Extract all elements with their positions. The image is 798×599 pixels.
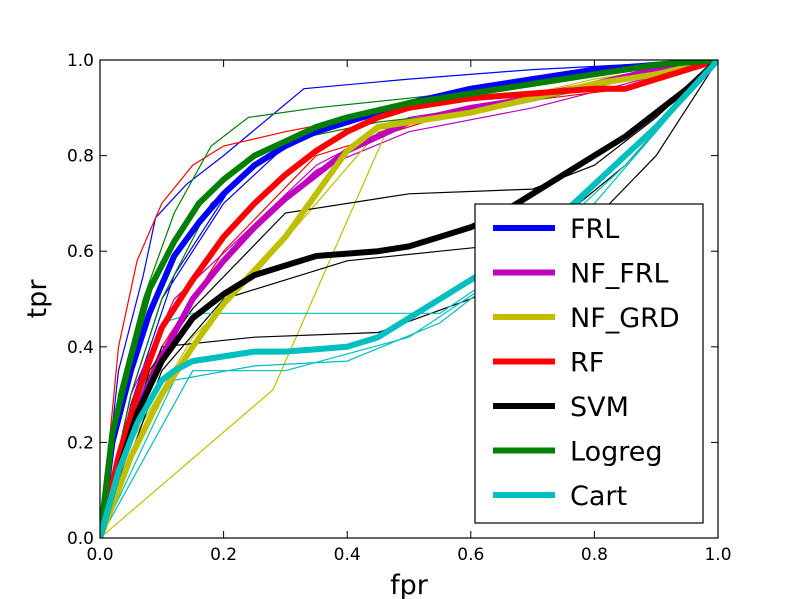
y-axis-label: tpr — [22, 279, 53, 319]
y-tick-label: 0.0 — [67, 529, 94, 549]
legend-label-logreg: Logreg — [570, 437, 662, 468]
x-tick-label: 0.2 — [210, 545, 237, 565]
y-tick-label: 0.8 — [67, 147, 94, 167]
mean-curves-layer — [100, 60, 718, 538]
mean-curve-frl — [100, 60, 718, 538]
legend-label-svm: SVM — [570, 392, 629, 423]
run-curve-svm-2 — [100, 60, 718, 538]
legend-label-nf-frl: NF_FRL — [570, 259, 669, 290]
legend-label-cart: Cart — [570, 481, 627, 512]
mean-curve-svm — [100, 60, 718, 538]
y-tick-label: 0.6 — [67, 242, 94, 262]
run-curve-frl-1 — [100, 60, 718, 538]
plot-area — [99, 59, 719, 539]
run-curve-svm-3 — [100, 60, 718, 538]
mean-curve-rf — [100, 60, 718, 538]
x-tick-label: 0.6 — [457, 545, 484, 565]
x-tick-label: 0.4 — [334, 545, 361, 565]
x-tick-label: 0.0 — [86, 545, 113, 565]
x-tick-label: 1.0 — [704, 545, 731, 565]
legend-label-nf-grd: NF_GRD — [570, 303, 680, 334]
x-tick-label: 0.8 — [581, 545, 608, 565]
mean-curve-logreg — [100, 60, 718, 538]
legend: FRL NF_FRL NF_GRD RF SVM Logreg Cart — [474, 203, 704, 524]
legend-label-frl: FRL — [570, 214, 619, 245]
axes-frame — [99, 59, 719, 539]
x-axis-label: fpr — [390, 570, 429, 599]
y-tick-label: 0.4 — [67, 338, 94, 358]
mean-curve-cart — [100, 60, 718, 538]
y-tick-label: 1.0 — [67, 51, 94, 71]
ticks-layer: 0.0 0.2 0.4 0.6 0.8 1.0 0.0 0.2 0.4 0.6 0.8 1.0 — [67, 51, 732, 565]
legend-label-rf: RF — [570, 348, 604, 379]
y-tick-label: 0.2 — [67, 433, 94, 453]
